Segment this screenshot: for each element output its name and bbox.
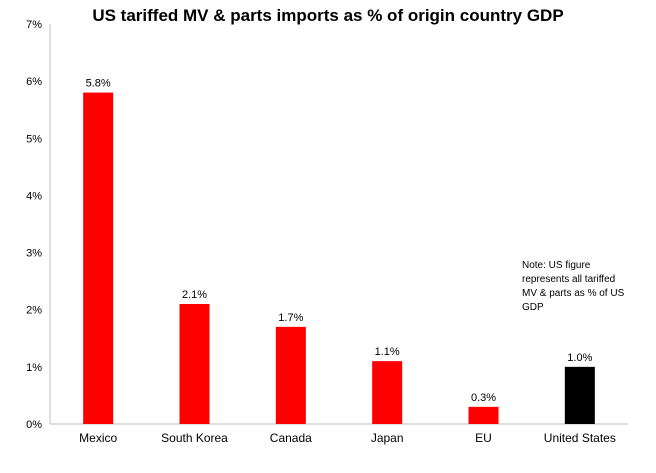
y-tick-label: 7% [26,19,42,31]
bar [564,366,595,424]
category-label: EU [475,431,492,445]
bar [275,326,306,424]
data-label: 5.8% [86,78,111,90]
category-label: Canada [270,431,312,445]
data-label: 0.3% [471,392,496,404]
y-tick-label: 4% [26,190,42,202]
category-label: South Korea [161,431,228,445]
chart-note: Note: US figure represents all tariffed … [522,260,625,313]
data-label: 1.7% [278,312,303,324]
bar [179,304,210,424]
y-tick-label: 6% [26,76,42,88]
category-label: Mexico [79,431,117,445]
y-tick-label: 0% [26,419,42,431]
y-tick-label: 1% [26,362,42,374]
chart-title: US tariffed MV & parts imports as % of o… [92,6,564,25]
bar [83,92,114,425]
category-label: Japan [371,431,404,445]
category-label: United States [544,431,616,445]
data-label: 1.0% [567,352,592,364]
bar [468,406,499,424]
bar [372,361,403,424]
y-tick-label: 5% [26,133,42,145]
data-label: 2.1% [182,289,207,301]
y-tick-label: 2% [26,305,42,317]
y-tick-label: 3% [26,248,42,260]
data-label: 1.1% [375,346,400,358]
